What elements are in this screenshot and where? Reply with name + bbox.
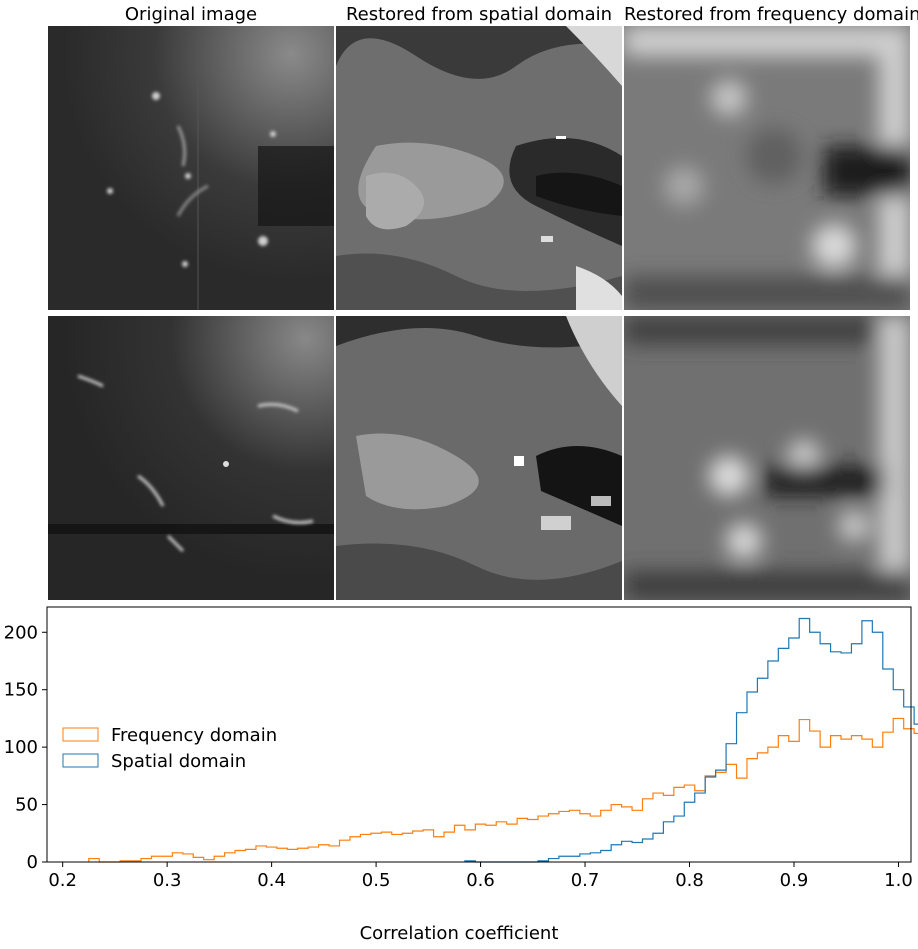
y-tick-label: 200 (4, 622, 38, 643)
legend-label-frequency: Frequency domain (111, 725, 277, 746)
histogram-series-1 (464, 617, 918, 863)
histogram-chart: 0.2 0.3 0.4 0.5 0.6 0.7 0.8 0.9 1.0 0 50 100 150 200… (0, 600, 918, 949)
y-tick-label: 100 (4, 737, 38, 758)
plot-frame (46, 606, 912, 863)
histogram-series-0 (88, 717, 918, 863)
x-tick-label: 0.3 (153, 870, 182, 891)
x-axis-label: Correlation coefficient (360, 923, 559, 944)
x-tick-label: 1.0 (884, 870, 913, 891)
y-tick-label: 0 (27, 852, 38, 873)
y-tick-label: 150 (4, 680, 38, 701)
spatial-restored-row2 (336, 316, 622, 600)
spatial-restored-row1 (336, 26, 622, 310)
column-title-spatial: Restored from spatial domain (345, 4, 613, 25)
y-tick-label: 50 (15, 795, 38, 816)
frequency-restored-row1 (624, 26, 910, 310)
x-tick-label: 0.5 (362, 870, 391, 891)
frequency-restored-row2 (624, 316, 910, 600)
column-title-original: Original image (124, 4, 258, 25)
legend-label-spatial: Spatial domain (111, 751, 246, 772)
x-tick-label: 0.4 (257, 870, 286, 891)
legend: Frequency domain Spatial domain (62, 725, 277, 772)
histogram-svg: 0.2 0.3 0.4 0.5 0.6 0.7 0.8 0.9 1.0 0 50 100 150 200… (4, 606, 918, 944)
column-title-frequency: Restored from frequency domain (624, 4, 918, 25)
x-tick-label: 0.7 (571, 870, 600, 891)
x-tick-label: 0.8 (675, 870, 704, 891)
x-tick-label: 0.2 (48, 870, 77, 891)
x-tick-label: 0.6 (466, 870, 495, 891)
original-image-row2 (48, 316, 334, 600)
original-image-row1 (48, 26, 334, 310)
legend-swatch-frequency (62, 727, 99, 742)
legend-swatch-spatial (62, 753, 99, 768)
x-tick-label: 0.9 (780, 870, 809, 891)
